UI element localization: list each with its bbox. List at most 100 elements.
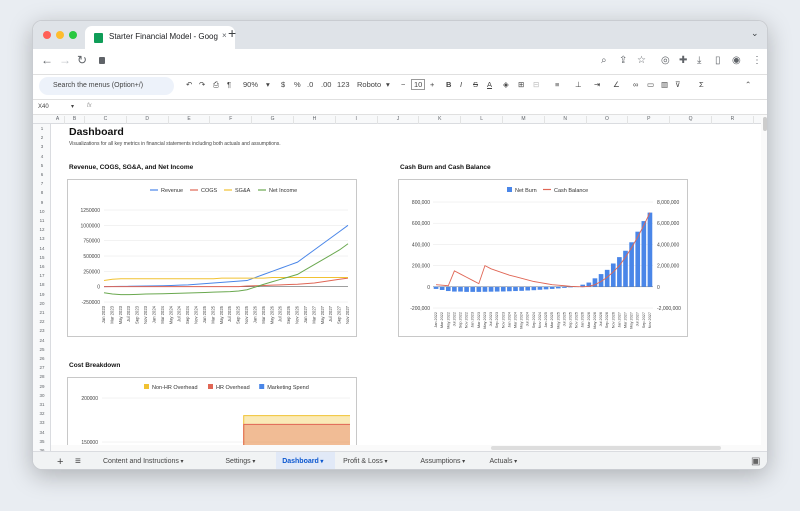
- share-icon[interactable]: ⇪: [619, 55, 628, 66]
- close-window-dot[interactable]: [43, 31, 51, 39]
- column-header[interactable]: P: [628, 116, 671, 124]
- font-select[interactable]: Roboto: [357, 80, 382, 89]
- strikethrough-button[interactable]: S: [473, 80, 479, 89]
- bookmark-star-icon[interactable]: ☆: [637, 55, 646, 66]
- sheet-tab-chevron-icon[interactable]: ▾: [382, 459, 388, 465]
- row-header[interactable]: 36: [33, 448, 51, 453]
- cash-chart[interactable]: 800,000 600,000 400,000 200,000 0 -200,000 8,0…: [398, 179, 688, 337]
- row-header[interactable]: 25: [39, 346, 45, 352]
- row-header[interactable]: 1: [40, 126, 44, 131]
- menu-search-box[interactable]: Search the menus (Option+/): [39, 77, 174, 95]
- new-tab-button[interactable]: +: [228, 25, 237, 41]
- row-header[interactable]: 8: [40, 190, 44, 196]
- vertical-scroll-thumb[interactable]: [763, 117, 767, 131]
- zoom-chevron-icon[interactable]: ▾: [266, 80, 270, 89]
- column-header[interactable]: J: [378, 116, 420, 124]
- sheet-tab-chevron-icon[interactable]: ▾: [178, 459, 184, 465]
- row-header[interactable]: 12: [39, 227, 45, 233]
- font-size-input[interactable]: 10: [411, 79, 426, 90]
- row-header[interactable]: 11: [39, 218, 45, 223]
- italic-button[interactable]: I: [460, 80, 463, 89]
- vertical-scrollbar[interactable]: [761, 115, 767, 462]
- column-header[interactable]: M: [503, 116, 545, 124]
- currency-format-button[interactable]: $: [281, 80, 286, 89]
- column-header[interactable]: Q: [670, 116, 712, 124]
- text-wrap-icon[interactable]: ⇥: [594, 80, 601, 89]
- font-size-decrease-button[interactable]: −: [401, 80, 406, 89]
- profile-avatar-icon[interactable]: ◉: [732, 55, 741, 66]
- insert-link-icon[interactable]: ∞: [633, 80, 639, 89]
- redo-icon[interactable]: ↷: [199, 80, 206, 89]
- row-header[interactable]: 29: [39, 383, 45, 389]
- row-header[interactable]: 6: [40, 172, 44, 177]
- name-box[interactable]: X40: [38, 104, 49, 110]
- row-header[interactable]: 28: [39, 374, 45, 380]
- row-header[interactable]: 20: [39, 300, 45, 306]
- column-header[interactable]: D: [127, 116, 169, 124]
- collapse-toolbar-icon[interactable]: ⌃: [745, 80, 752, 89]
- column-header[interactable]: I: [336, 116, 378, 124]
- sheet-tab-chevron-icon[interactable]: ▾: [250, 459, 256, 465]
- row-header[interactable]: 26: [39, 356, 45, 361]
- column-header[interactable]: H: [294, 116, 336, 124]
- paint-format-icon[interactable]: ¶: [227, 80, 232, 89]
- horizontal-align-icon[interactable]: ≡: [555, 80, 560, 89]
- text-color-button[interactable]: A: [487, 80, 493, 89]
- row-header[interactable]: 13: [39, 236, 45, 242]
- download-icon[interactable]: ⤓: [697, 55, 702, 66]
- cost-chart[interactable]: 200000 150000 Non-HR Overhead HR Overhead Ma…: [67, 377, 357, 469]
- row-header[interactable]: 27: [39, 365, 45, 371]
- filter-icon[interactable]: ⊽: [675, 80, 681, 89]
- column-header[interactable]: K: [419, 116, 462, 124]
- column-header[interactable]: L: [461, 116, 503, 124]
- fill-color-icon[interactable]: ◈: [503, 80, 509, 89]
- functions-button[interactable]: Σ: [699, 80, 704, 89]
- column-header[interactable]: B: [65, 116, 85, 124]
- row-header[interactable]: 30: [39, 392, 45, 398]
- tab-close-icon[interactable]: ×: [222, 31, 227, 40]
- sheet-tab-chevron-icon[interactable]: ▾: [460, 459, 466, 465]
- row-header[interactable]: 35: [39, 438, 45, 444]
- vertical-align-icon[interactable]: ⊥: [575, 80, 582, 89]
- column-header[interactable]: R: [712, 116, 754, 124]
- decrease-decimal-button[interactable]: .0: [307, 80, 314, 89]
- row-header[interactable]: 7: [40, 181, 44, 187]
- increase-decimal-button[interactable]: .00: [321, 80, 332, 89]
- row-header[interactable]: 9: [40, 199, 44, 205]
- horizontal-scrollbar[interactable]: [51, 445, 761, 451]
- row-header[interactable]: 34: [39, 429, 45, 435]
- tab-search-chevron-icon[interactable]: ⌄: [751, 28, 759, 38]
- row-header[interactable]: 5: [40, 162, 44, 168]
- row-header[interactable]: 24: [39, 337, 45, 343]
- all-sheets-button[interactable]: ≡: [75, 456, 81, 467]
- side-panel-icon[interactable]: ▯: [715, 55, 721, 66]
- maximize-window-dot[interactable]: [69, 31, 77, 39]
- sheet-tab[interactable]: Dashboard ▾: [276, 452, 336, 469]
- zoom-lens-icon[interactable]: ⌕: [601, 55, 607, 66]
- column-header[interactable]: N: [545, 116, 587, 124]
- row-header[interactable]: 10: [39, 208, 45, 214]
- font-size-increase-button[interactable]: +: [430, 80, 435, 89]
- browser-tab[interactable]: Starter Financial Model - Goog ×: [85, 26, 235, 49]
- row-header[interactable]: 3: [40, 144, 44, 150]
- row-header[interactable]: 17: [39, 273, 45, 279]
- sheet-tab-chevron-icon[interactable]: ▾: [318, 459, 324, 465]
- bold-button[interactable]: B: [446, 80, 452, 89]
- add-sheet-button[interactable]: +: [57, 456, 64, 468]
- borders-icon[interactable]: ⊞: [518, 80, 525, 89]
- name-box-chevron-icon[interactable]: ▾: [71, 104, 75, 110]
- sheet-tab[interactable]: Settings ▾: [219, 452, 274, 469]
- reload-icon[interactable]: ↻: [77, 53, 88, 67]
- back-icon[interactable]: ←: [41, 53, 53, 67]
- undo-icon[interactable]: ↶: [186, 80, 193, 89]
- number-format-button[interactable]: 123: [337, 80, 350, 89]
- sheet-tab[interactable]: Content and Instructions ▾: [97, 452, 217, 469]
- horizontal-scroll-thumb[interactable]: [491, 446, 721, 450]
- row-header[interactable]: 22: [39, 319, 45, 325]
- browser-menu-icon[interactable]: ⋮: [752, 55, 762, 66]
- insert-chart-icon[interactable]: ▥: [661, 80, 669, 89]
- column-header[interactable]: E: [169, 116, 211, 124]
- column-header[interactable]: F: [210, 116, 253, 124]
- print-icon[interactable]: ⎙: [213, 80, 219, 89]
- row-header[interactable]: 18: [39, 282, 45, 288]
